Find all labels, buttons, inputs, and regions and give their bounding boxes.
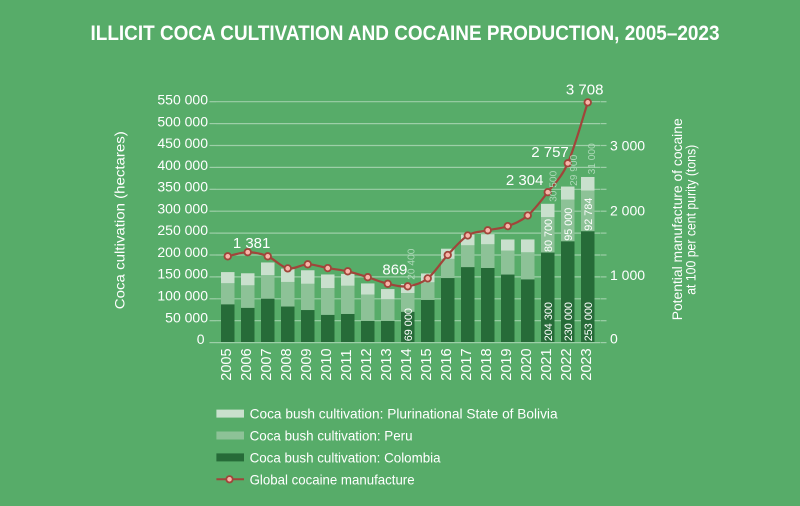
svg-text:20 400: 20 400 bbox=[407, 248, 418, 279]
svg-text:400 000: 400 000 bbox=[157, 157, 208, 173]
svg-text:2017: 2017 bbox=[459, 348, 475, 380]
svg-text:500 000: 500 000 bbox=[157, 113, 208, 129]
svg-text:3 000: 3 000 bbox=[610, 138, 645, 154]
svg-text:204 300: 204 300 bbox=[543, 302, 555, 341]
svg-text:2019: 2019 bbox=[499, 348, 515, 380]
svg-text:230 000: 230 000 bbox=[563, 302, 575, 341]
svg-text:2 304: 2 304 bbox=[506, 172, 544, 189]
svg-text:29 900: 29 900 bbox=[569, 154, 580, 185]
svg-text:2016: 2016 bbox=[439, 348, 455, 380]
svg-text:2015: 2015 bbox=[419, 348, 435, 380]
svg-text:253 000: 253 000 bbox=[583, 302, 595, 341]
svg-text:2011: 2011 bbox=[339, 349, 355, 380]
svg-text:at 100 per cent purity (tons): at 100 per cent purity (tons) bbox=[684, 145, 699, 295]
svg-text:450 000: 450 000 bbox=[157, 135, 208, 151]
svg-text:2018: 2018 bbox=[479, 348, 495, 380]
svg-text:150 000: 150 000 bbox=[157, 266, 208, 282]
svg-text:31 000: 31 000 bbox=[587, 143, 598, 174]
svg-text:2006: 2006 bbox=[239, 348, 255, 380]
svg-text:Potential manufacture of cocai: Potential manufacture of cocaine bbox=[670, 118, 685, 320]
svg-text:2007: 2007 bbox=[259, 348, 275, 380]
svg-text:2020: 2020 bbox=[519, 348, 535, 380]
svg-text:80 700: 80 700 bbox=[543, 219, 555, 252]
svg-text:Coca bush cultivation: Peru: Coca bush cultivation: Peru bbox=[250, 428, 413, 444]
svg-text:0: 0 bbox=[197, 331, 205, 347]
svg-text:2005: 2005 bbox=[219, 348, 235, 380]
svg-text:30 500: 30 500 bbox=[549, 170, 560, 201]
svg-text:92 784: 92 784 bbox=[583, 198, 595, 231]
svg-text:1 381: 1 381 bbox=[233, 235, 271, 252]
svg-text:2009: 2009 bbox=[299, 348, 315, 380]
svg-text:95 000: 95 000 bbox=[563, 208, 575, 241]
svg-text:Coca cultivation (hectares): Coca cultivation (hectares) bbox=[112, 131, 127, 309]
svg-text:2021: 2021 bbox=[539, 348, 555, 380]
svg-text:100 000: 100 000 bbox=[157, 288, 208, 304]
svg-text:2 757: 2 757 bbox=[531, 144, 569, 161]
svg-text:2 000: 2 000 bbox=[610, 202, 645, 218]
svg-text:350 000: 350 000 bbox=[157, 179, 208, 195]
svg-text:2014: 2014 bbox=[399, 348, 415, 380]
svg-text:300 000: 300 000 bbox=[157, 200, 208, 216]
svg-text:Coca bush cultivation: Colombi: Coca bush cultivation: Colombia bbox=[250, 449, 441, 465]
svg-text:200 000: 200 000 bbox=[157, 244, 208, 260]
svg-text:2023: 2023 bbox=[579, 348, 595, 380]
svg-text:2010: 2010 bbox=[319, 348, 335, 380]
svg-text:250 000: 250 000 bbox=[157, 222, 208, 238]
svg-text:869: 869 bbox=[382, 262, 407, 279]
svg-text:69 000: 69 000 bbox=[403, 308, 415, 341]
svg-text:Global cocaine manufacture: Global cocaine manufacture bbox=[250, 471, 415, 487]
svg-text:ILLICIT COCA CULTIVATION AND C: ILLICIT COCA CULTIVATION AND COCAINE PRO… bbox=[91, 22, 720, 45]
svg-text:2012: 2012 bbox=[359, 348, 375, 380]
svg-text:1 000: 1 000 bbox=[610, 267, 645, 283]
svg-text:Coca bush cultivation: Plurina: Coca bush cultivation: Plurinational Sta… bbox=[250, 406, 558, 422]
svg-text:3 708: 3 708 bbox=[566, 82, 604, 99]
svg-text:2008: 2008 bbox=[279, 348, 295, 380]
svg-text:2013: 2013 bbox=[379, 348, 395, 380]
svg-text:2022: 2022 bbox=[559, 348, 575, 380]
svg-text:0: 0 bbox=[610, 331, 618, 347]
svg-text:550 000: 550 000 bbox=[157, 92, 208, 108]
svg-text:50 000: 50 000 bbox=[165, 309, 208, 325]
